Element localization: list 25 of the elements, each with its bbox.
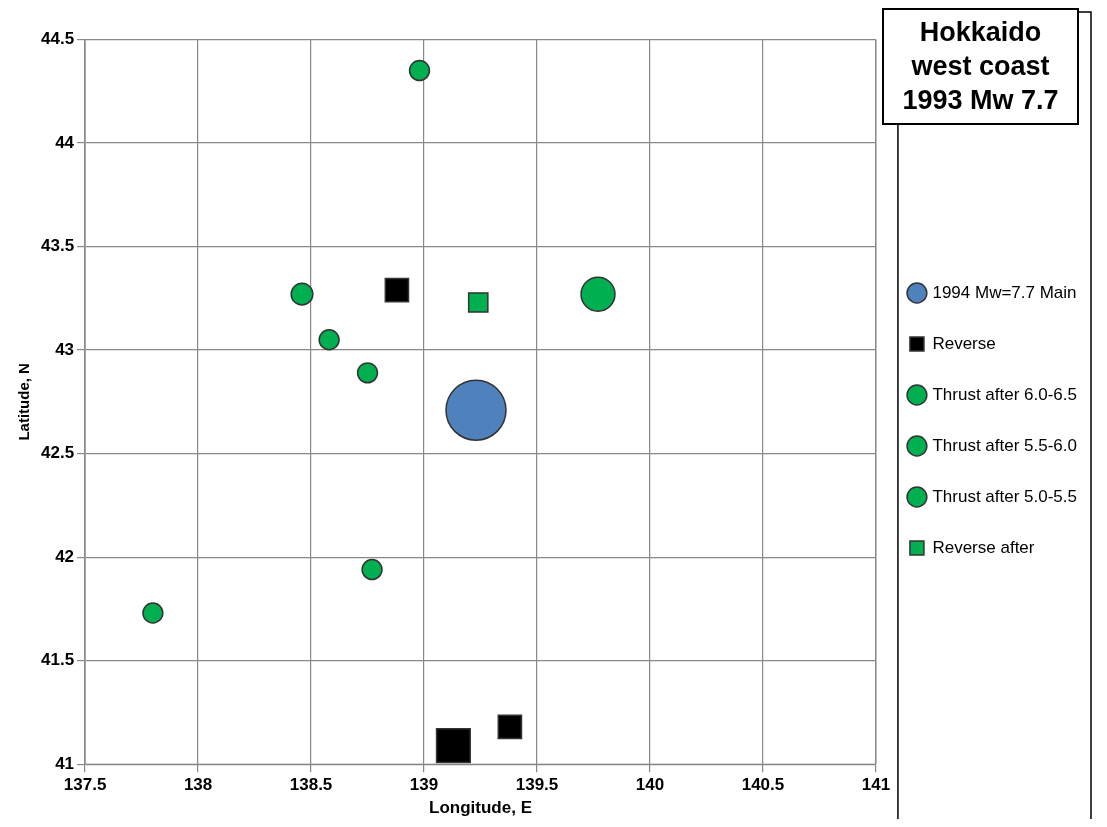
x-tick-label: 139.5 [515,775,559,795]
y-tick-label: 44.5 [40,29,75,49]
y-axis-title: Latitude, N [15,363,33,441]
legend-label: Thrust after 5.5-6.0 [932,435,1078,455]
y-tick-label: 41 [55,753,75,773]
legend-label: Reverse [932,333,996,353]
y-tick-label: 41.5 [40,650,75,670]
x-axis-title: Longitude, E [429,798,532,818]
y-tick-label: 42 [55,546,75,566]
legend-label: Thrust after 6.0-6.5 [932,384,1078,404]
x-tick-label: 141 [861,775,891,795]
y-tick-label: 43 [55,339,75,359]
y-tick-label: 43.5 [40,236,75,256]
text: Hokkaido west coast 1993 Mw 7.7 [882,8,1079,126]
y-tick-label: 42.5 [40,443,75,463]
legend-label: Thrust after 5.0-5.5 [932,486,1078,506]
x-tick-label: 140 [635,775,665,795]
legend-label: 1994 Mw=7.7 Main [932,282,1077,302]
legend-label: Reverse after [932,537,1035,557]
y-tick-label: 44 [55,132,75,152]
x-tick-label: 138.5 [289,775,333,795]
x-tick-label: 138 [183,775,213,795]
x-tick-label: 139 [409,775,439,795]
x-tick-label: 140.5 [741,775,785,795]
x-tick-label: 137.5 [63,775,107,795]
